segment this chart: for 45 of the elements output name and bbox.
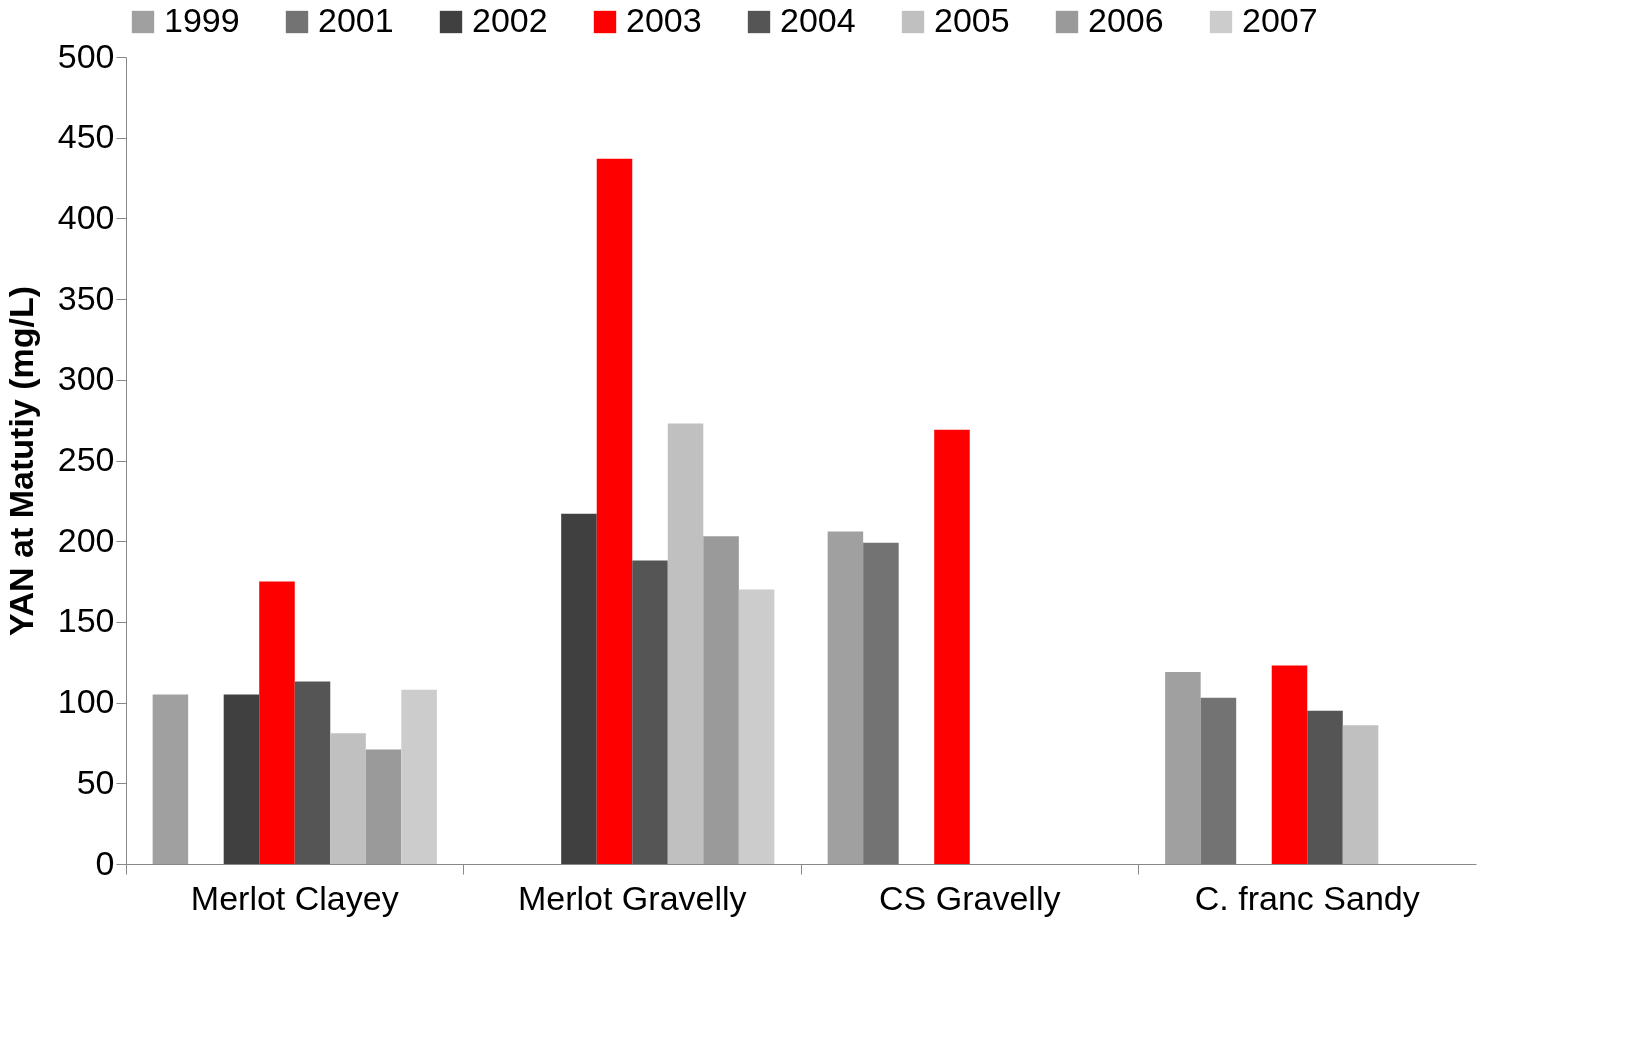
bar bbox=[365, 749, 402, 864]
bar bbox=[703, 536, 739, 864]
bar bbox=[596, 158, 633, 864]
y-tick-label: 350 bbox=[57, 278, 115, 317]
y-tick-label: 450 bbox=[57, 117, 115, 156]
bar bbox=[632, 560, 668, 864]
x-tick-label: Merlot Clayey bbox=[190, 878, 399, 917]
x-tick-label: CS Gravelly bbox=[879, 878, 1061, 917]
y-tick-label: 500 bbox=[57, 36, 115, 75]
x-tick-label: Merlot Gravelly bbox=[517, 878, 747, 917]
bar bbox=[1307, 710, 1343, 864]
legend-label: 2005 bbox=[934, 1, 1010, 39]
bar bbox=[259, 581, 295, 864]
y-tick-label: 50 bbox=[76, 762, 115, 801]
bar bbox=[1342, 725, 1379, 864]
bar bbox=[401, 689, 437, 864]
bar bbox=[223, 694, 260, 864]
bar bbox=[738, 589, 775, 864]
bar bbox=[1165, 671, 1201, 864]
y-axis-title: YAN at Matutiy (mg/L) bbox=[1, 285, 40, 637]
y-tick-label: 300 bbox=[57, 359, 115, 398]
y-tick-label: 250 bbox=[57, 440, 115, 478]
y-tick-label: 150 bbox=[57, 601, 115, 640]
y-tick-label: 100 bbox=[57, 682, 115, 721]
x-tick-label: C. franc Sandy bbox=[1194, 878, 1420, 917]
bar bbox=[152, 694, 189, 864]
legend-label: 2007 bbox=[1242, 1, 1318, 39]
legend-label: 2003 bbox=[626, 1, 702, 39]
bar bbox=[863, 542, 899, 864]
bar bbox=[1200, 697, 1237, 864]
bar bbox=[827, 531, 864, 864]
bar bbox=[294, 681, 331, 864]
legend-label: 1999 bbox=[164, 1, 240, 39]
bar bbox=[667, 423, 704, 864]
legend-label: 2004 bbox=[780, 1, 856, 39]
legend-label: 2001 bbox=[318, 1, 394, 39]
bar bbox=[1271, 665, 1308, 864]
y-tick-label: 400 bbox=[57, 197, 115, 236]
y-tick-label: 200 bbox=[57, 520, 115, 559]
legend-label: 2006 bbox=[1088, 1, 1164, 39]
bar bbox=[330, 733, 366, 864]
bar bbox=[934, 429, 970, 864]
bar bbox=[561, 513, 597, 864]
legend-label: 2002 bbox=[472, 1, 548, 39]
y-tick-label: 0 bbox=[95, 843, 115, 882]
